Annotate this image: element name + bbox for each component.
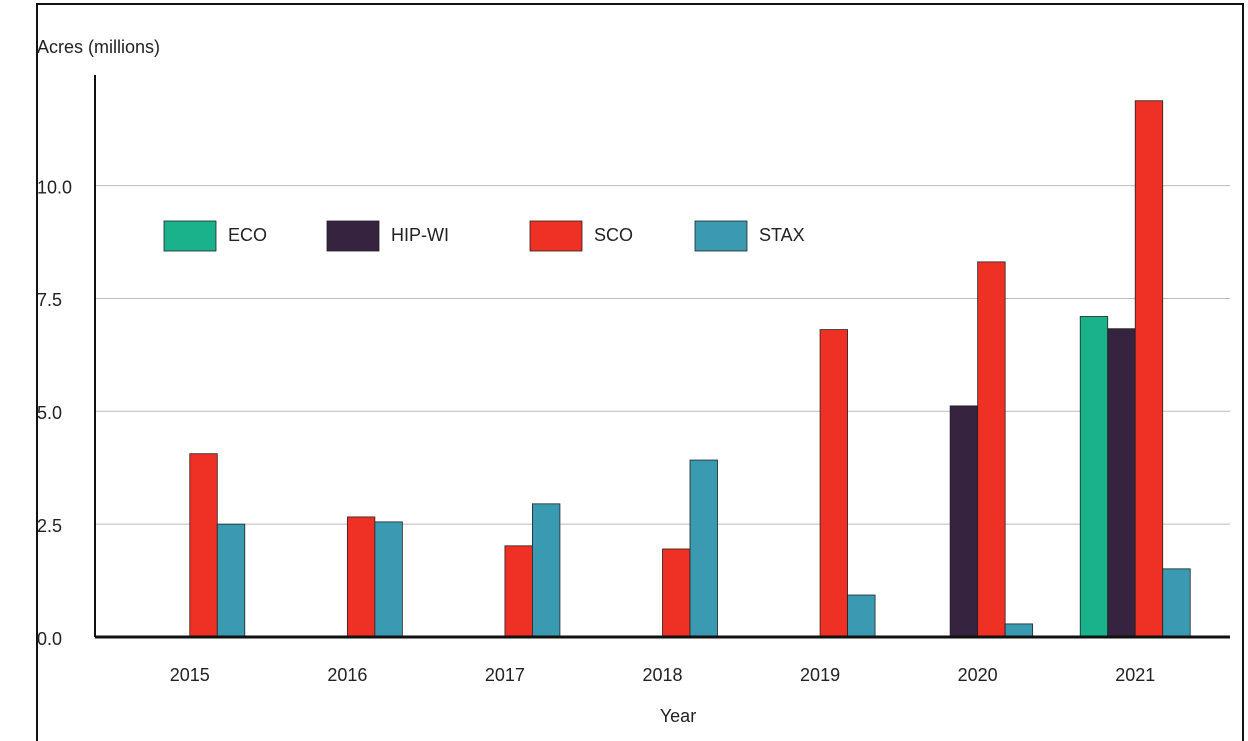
legend-swatch [694, 220, 748, 252]
x-tick-label: 2018 [642, 665, 682, 685]
legend-label: HIP-WI [391, 225, 449, 245]
x-tick-label: 2016 [327, 665, 367, 685]
legend-swatch [326, 220, 380, 252]
bar [216, 523, 246, 638]
frame [36, 3, 1244, 741]
bar [949, 405, 979, 638]
bar [346, 516, 376, 638]
bar [847, 594, 876, 638]
bar [689, 459, 718, 638]
x-tick-label: 2021 [1115, 665, 1155, 685]
bar [977, 261, 1006, 638]
bar [1079, 316, 1109, 638]
x-axis-label: Year [660, 706, 696, 726]
bar [1004, 623, 1034, 638]
y-tick-label: 7.5 [37, 290, 62, 310]
legend-label: STAX [759, 225, 805, 245]
bar [819, 329, 848, 638]
legend-label: SCO [594, 225, 633, 245]
y-axis-label: Acres (millions) [37, 37, 160, 57]
bar [504, 545, 533, 638]
bar [374, 521, 403, 638]
bar [1107, 328, 1136, 638]
bar [1134, 100, 1164, 638]
legend-swatch [163, 220, 217, 252]
y-tick-label: 0.0 [37, 629, 62, 649]
bar [1162, 568, 1191, 638]
y-tick-label: 2.5 [37, 516, 62, 536]
x-tick-label: 2015 [170, 665, 210, 685]
legend-label: ECO [228, 225, 267, 245]
bar [662, 548, 691, 638]
y-tick-label: 10.0 [37, 177, 72, 197]
x-tick-label: 2019 [800, 665, 840, 685]
x-tick-label: 2020 [958, 665, 998, 685]
legend-swatch [529, 220, 583, 252]
y-tick-label: 5.0 [37, 403, 62, 423]
bar [532, 503, 561, 638]
x-tick-label: 2017 [485, 665, 525, 685]
bar [189, 453, 218, 638]
